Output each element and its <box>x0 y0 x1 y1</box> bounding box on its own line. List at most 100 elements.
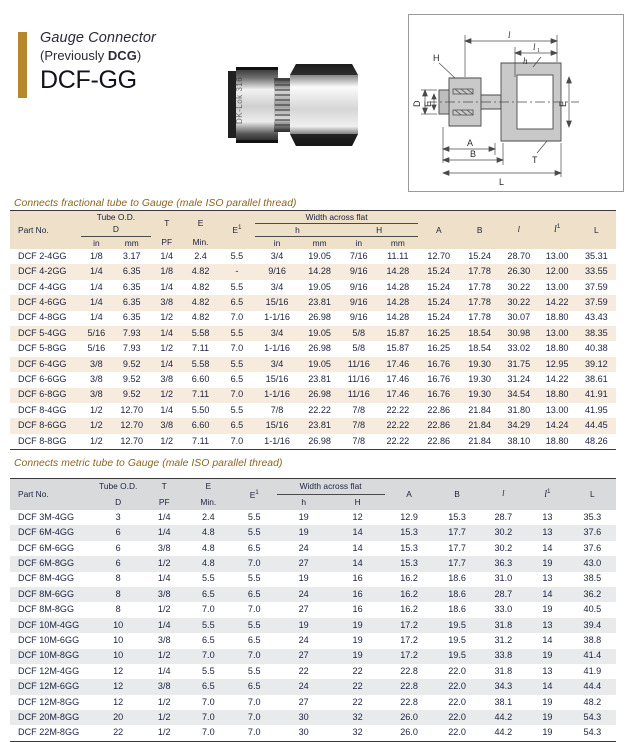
table-row: DCF 6-4GG 3/8 9.52 1/4 5.58 5.5 3/4 19.05 11/16 1… <box>10 356 616 373</box>
cell-value: 1/4 <box>143 510 185 526</box>
table-row: DCF 6M-8GG 6 1/2 4.8 7.0 27 14 15.3 17.7 36.3 19 43… <box>10 556 616 572</box>
cell-value: 35.31 <box>576 249 616 265</box>
cell-value: 27 <box>276 648 331 664</box>
label-h: h <box>523 56 528 66</box>
cell-value: 38.8 <box>568 633 616 649</box>
table-row: DCF 4-8GG 1/4 6.35 1/2 4.82 7.0 1-1/16 26.98 9/1… <box>10 310 616 326</box>
cell-value: 18.80 <box>537 310 577 326</box>
cell-value: 22 <box>330 694 385 711</box>
cell-value: 7/8 <box>340 402 378 419</box>
cell-value: 15.24 <box>418 295 460 311</box>
col-H-mm: mm <box>390 237 405 248</box>
cell-value: 27 <box>276 556 331 572</box>
cell-value: 5.5 <box>231 571 277 587</box>
cell-value: 14 <box>525 540 569 557</box>
table-row: DCF 4-2GG 1/4 6.35 1/8 4.82-9/16 14.28 9/16 14.… <box>10 264 616 280</box>
cell-value: 5.5 <box>218 249 255 265</box>
cell-value: 8 <box>92 586 144 603</box>
cell-value: 1/2 <box>143 694 185 711</box>
col-l1: l1 <box>544 487 551 500</box>
cell-value: 22.8 <box>384 694 434 711</box>
table-row: DCF 8M-4GG 8 1/4 5.5 5.5 19 16 16.2 18.6 31.0 13 38… <box>10 571 616 587</box>
cell-value: 5.5 <box>231 510 277 526</box>
cell-value: 16.76 <box>418 356 460 373</box>
cell-value: 13.00 <box>537 279 577 296</box>
cell-value: 30.2 <box>480 540 526 557</box>
cell-value: 12.70 <box>418 249 460 265</box>
cell-value: 1/4 <box>143 525 185 541</box>
cell-value: 13 <box>525 663 569 680</box>
col-part-no: Part No. <box>18 224 49 235</box>
cell-value: 6.5 <box>231 679 277 695</box>
cell-value: 38.35 <box>576 325 616 342</box>
cell-value: 27 <box>276 602 331 618</box>
cell-value: 8 <box>92 602 144 618</box>
cell-value: 7.0 <box>218 433 255 450</box>
cell-value: 37.6 <box>568 525 616 541</box>
table-row: DCF 10M-8GG 10 1/2 7.0 7.0 27 19 17.2 19.5 33.8 19… <box>10 648 616 664</box>
cell-value: 28.7 <box>480 586 526 603</box>
cell-value: 24 <box>276 679 331 695</box>
cell-value: 6.35 <box>112 310 152 326</box>
cell-value: 3/4 <box>254 249 300 265</box>
cell-value: 6.5 <box>184 586 232 603</box>
cell-part-no: DCF 6-8GG <box>10 387 81 403</box>
table-row: DCF 8-8GG 1/2 12.70 1/2 7.11 7.0 1-1/16 26.98 7/… <box>10 433 616 450</box>
cell-value: 10 <box>92 648 144 664</box>
cell-value: 1/4 <box>151 402 183 419</box>
fractional-table-body: DCF 2-4GG 1/8 3.17 1/4 2.4 5.5 3/4 19.05 7/16 11.… <box>10 249 616 450</box>
cell-value: 31.80 <box>500 402 538 419</box>
dimension-drawing: l l 1 h H D E E A B T L <box>408 14 624 192</box>
label-B: B <box>470 149 476 159</box>
cell-value: 16.2 <box>384 586 434 603</box>
cell-value: 30.22 <box>500 279 538 296</box>
cell-value: 11/16 <box>340 356 378 373</box>
col-A: A <box>435 224 442 235</box>
cell-value: 1/2 <box>143 648 185 664</box>
cell-value: 12 <box>92 663 144 680</box>
cell-value: 19 <box>276 525 331 541</box>
table-row: DCF 12M-4GG 12 1/4 5.5 5.5 22 22 22.8 22.0 31.8 13… <box>10 663 616 680</box>
cell-value: 4.8 <box>184 540 232 557</box>
cell-value: 19 <box>330 633 385 649</box>
cell-value: 21.84 <box>459 433 501 450</box>
cell-value: 27 <box>276 694 331 711</box>
cell-value: 38.5 <box>568 571 616 587</box>
col-l1: l1 <box>553 223 561 236</box>
cell-value: 34.54 <box>500 387 538 403</box>
cell-value: 19.05 <box>299 279 341 296</box>
metric-table-body: DCF 3M-4GG 3 1/4 2.4 5.5 19 12 12.9 15.3 28.7 13 35… <box>10 510 616 742</box>
cell-value: 5.5 <box>231 525 277 541</box>
cell-value: 35.3 <box>568 510 616 526</box>
accent-bar <box>18 32 27 98</box>
cell-value: 1/4 <box>80 310 113 326</box>
col-tube-mm: mm <box>124 237 139 248</box>
cell-value: 22.0 <box>433 679 481 695</box>
cell-value: 28.7 <box>480 510 526 526</box>
cell-value: 12.95 <box>537 356 577 373</box>
cell-value: 24 <box>276 586 331 603</box>
cell-value: - <box>218 264 255 280</box>
cell-value: 5.5 <box>218 356 255 373</box>
cell-value: 5.5 <box>231 617 277 634</box>
label-D: D <box>412 100 422 107</box>
cell-value: 16 <box>330 586 385 603</box>
cell-value: 15.3 <box>384 556 434 572</box>
cell-value: 15.24 <box>459 249 501 265</box>
cell-value: 6 <box>92 556 144 572</box>
cell-value: 31.75 <box>500 356 538 373</box>
cell-value: 7.11 <box>182 341 219 357</box>
cell-value: 19 <box>525 556 569 572</box>
cell-value: 6.35 <box>112 295 152 311</box>
fractional-table-caption: Connects fractional tube to Gauge (male … <box>14 198 297 209</box>
cell-value: 15.87 <box>377 325 419 342</box>
cell-value: 14.22 <box>537 372 577 388</box>
cell-value: 18.6 <box>433 571 481 587</box>
col-waf-h: h <box>254 223 341 237</box>
cell-value: 41.91 <box>576 387 616 403</box>
cell-value: 40.38 <box>576 341 616 357</box>
cell-value: 13.00 <box>537 249 577 265</box>
col-E1: E1 <box>249 488 259 500</box>
cell-value: 17.78 <box>459 295 501 311</box>
cell-value: 37.59 <box>576 279 616 296</box>
